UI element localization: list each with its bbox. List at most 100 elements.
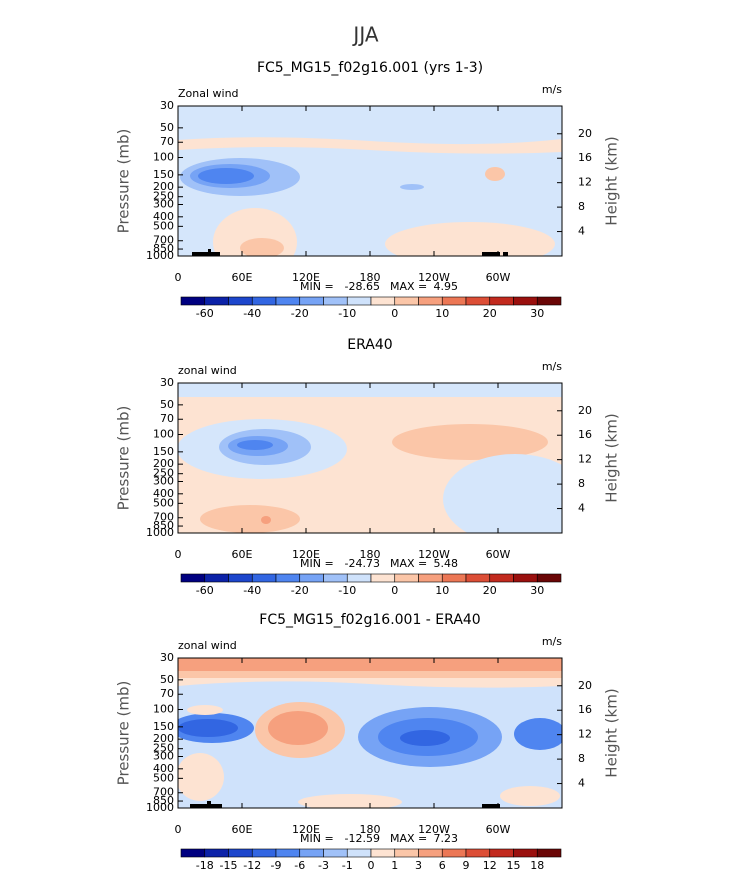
y-tick-label: 50 (160, 673, 174, 686)
left-label: zonal wind (178, 364, 237, 377)
colorbar-box (275, 296, 301, 306)
colorbar-box (323, 848, 348, 858)
colorbar-box (299, 296, 324, 306)
max-value: 7.23 (434, 832, 459, 845)
y-tick-label: 250 (153, 467, 174, 480)
min-value: -28.65 (345, 280, 380, 293)
colorbar-box (299, 848, 324, 858)
colorbar-label: 30 (530, 584, 544, 597)
colorbar-box (418, 296, 443, 306)
y2-tick-label: 16 (578, 428, 592, 441)
colorbar-label: 6 (439, 859, 446, 872)
x-tick-label: 120W (418, 271, 450, 284)
colorbar-label: 10 (435, 307, 449, 320)
y-tick-label: 70 (160, 135, 174, 148)
colorbar-label: -60 (196, 584, 214, 597)
colorbar-label: -18 (196, 859, 214, 872)
colorbar-box (204, 296, 229, 306)
colorbar-box (394, 848, 419, 858)
colorbar-label: -15 (220, 859, 238, 872)
panel-title: FC5_MG15_f02g16.001 (yrs 1-3) (257, 60, 483, 76)
x-tick-label: 180 (360, 548, 381, 561)
y-tick-label: 100 (153, 428, 174, 441)
y-tick-label: 200 (153, 732, 174, 745)
min-label: MIN = (300, 557, 334, 570)
colorbar-box (251, 296, 277, 306)
colorbar-box (251, 848, 277, 858)
y-tick-label: 850 (153, 794, 174, 807)
colorbar-box (418, 848, 443, 858)
colorbar-box (513, 848, 538, 858)
colorbar-box (275, 573, 301, 583)
colorbar-box (394, 573, 419, 583)
colorbar-box (370, 848, 396, 858)
colorbar-box (204, 848, 229, 858)
y-tick-label: 850 (153, 519, 174, 532)
y-axis-label: Pressure (mb) (115, 681, 133, 786)
y-tick-label: 250 (153, 742, 174, 755)
y-tick-label: 1000 (146, 526, 174, 539)
y2-tick-label: 20 (578, 679, 592, 692)
x-tick-label: 120E (292, 823, 320, 836)
colorbar-label: 20 (483, 584, 497, 597)
colorbar-box (251, 573, 277, 583)
colorbar-label: 0 (391, 307, 398, 320)
y-tick-label: 50 (160, 398, 174, 411)
colorbar-box (489, 848, 514, 858)
colorbar-label: -20 (291, 584, 309, 597)
y2-axis-label: Height (km) (603, 688, 621, 777)
y-tick-label: 500 (153, 219, 174, 232)
x-tick-label: 180 (360, 823, 381, 836)
y-tick-label: 70 (160, 412, 174, 425)
colorbar-label: 30 (530, 307, 544, 320)
y-axis-label: Pressure (mb) (115, 406, 133, 511)
colorbar-box (323, 296, 348, 306)
colorbar-label: -9 (271, 859, 282, 872)
colorbar-box (513, 573, 538, 583)
y-tick-label: 100 (153, 151, 174, 164)
colorbar-label: 0 (391, 584, 398, 597)
y-tick-label: 150 (153, 168, 174, 181)
y2-axis-label: Height (km) (603, 136, 621, 225)
x-tick-label: 120E (292, 548, 320, 561)
x-tick-label: 0 (175, 548, 182, 561)
y-tick-label: 700 (153, 786, 174, 799)
colorbar-box (228, 848, 253, 858)
max-value: 5.48 (434, 557, 459, 570)
colorbar-box (536, 573, 562, 583)
y-tick-label: 150 (153, 445, 174, 458)
x-tick-label: 0 (175, 823, 182, 836)
colorbar-label: -40 (243, 307, 261, 320)
y2-tick-label: 12 (578, 728, 592, 741)
y-tick-label: 250 (153, 190, 174, 203)
x-tick-label: 60E (232, 271, 253, 284)
y-tick-label: 400 (153, 762, 174, 775)
x-tick-label: 60E (232, 548, 253, 561)
colorbar-box (489, 573, 514, 583)
y2-tick-label: 20 (578, 404, 592, 417)
max-label: MAX = (390, 557, 427, 570)
colorbar-label: 9 (463, 859, 470, 872)
y-tick-label: 500 (153, 496, 174, 509)
x-tick-label: 120E (292, 271, 320, 284)
contour-fill (178, 658, 562, 808)
x-tick-label: 60W (486, 823, 511, 836)
left-label: Zonal wind (178, 87, 239, 100)
colorbar-box (323, 573, 348, 583)
colorbar-label: 0 (368, 859, 375, 872)
colorbar-box (536, 848, 562, 858)
y-tick-label: 300 (153, 749, 174, 762)
colorbar-label: -20 (291, 307, 309, 320)
y-tick-label: 300 (153, 197, 174, 210)
right-label: m/s (542, 360, 562, 373)
y-tick-label: 30 (160, 651, 174, 664)
colorbar-label: -3 (318, 859, 329, 872)
max-label: MAX = (390, 280, 427, 293)
colorbar-label: 10 (435, 584, 449, 597)
colorbar-label: -10 (338, 584, 356, 597)
colorbar-box (418, 573, 443, 583)
main-title: JJA (351, 23, 378, 47)
y2-tick-label: 4 (578, 777, 585, 790)
x-tick-label: 180 (360, 271, 381, 284)
